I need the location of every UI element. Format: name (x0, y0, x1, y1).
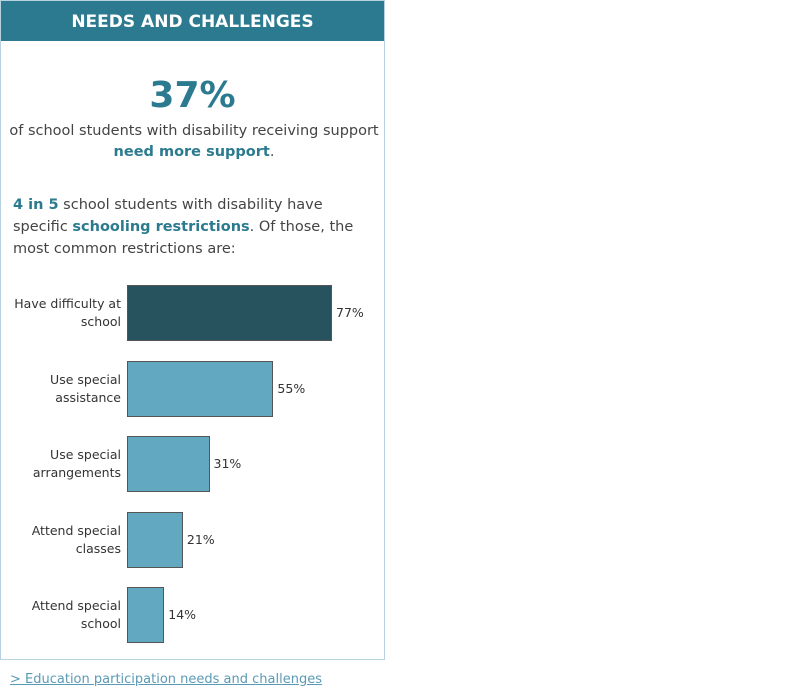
value-label: 14% (168, 607, 197, 622)
value-label: 77% (336, 305, 364, 320)
bar (127, 587, 165, 643)
panel: NEEDS AND CHALLENGES 37% of school stude… (0, 0, 385, 660)
category-label: Use special arrangements (32, 447, 121, 480)
stat-description: of school students with disability recei… (9, 121, 379, 163)
value-label: 31% (213, 456, 242, 471)
paragraph: 4 in 5 school students with disability h… (13, 194, 375, 260)
bar (127, 436, 210, 492)
paragraph-highlight: schooling restrictions (72, 219, 250, 235)
link[interactable]: > Education participation needs and chal… (10, 672, 322, 687)
paragraph-text: . Of those, the most common restrictions… (13, 219, 354, 257)
value-label: 55% (277, 380, 306, 396)
category-label: Have difficulty at school (14, 296, 121, 329)
paragraph-highlight: 4 in 5 (13, 197, 59, 213)
paragraph-text: school students with disability have spe… (13, 197, 323, 235)
stat-highlight: need more support (113, 144, 270, 160)
category-label: Use special assistance (50, 371, 121, 405)
bar (127, 511, 183, 568)
category-label: Attend special school (31, 598, 121, 631)
header-title: NEEDS AND CHALLENGES (1, 1, 384, 41)
category-label: Attend special classes (31, 522, 121, 556)
bar (127, 285, 332, 341)
bar (127, 360, 274, 417)
stat-text: of school students with disability recei… (9, 123, 379, 139)
bar-chart: Have difficulty at school 77% Use special … (1, 271, 384, 656)
stat-end: . (269, 144, 275, 160)
value-label: 21% (186, 531, 215, 547)
stat-value: 37% (149, 75, 236, 116)
